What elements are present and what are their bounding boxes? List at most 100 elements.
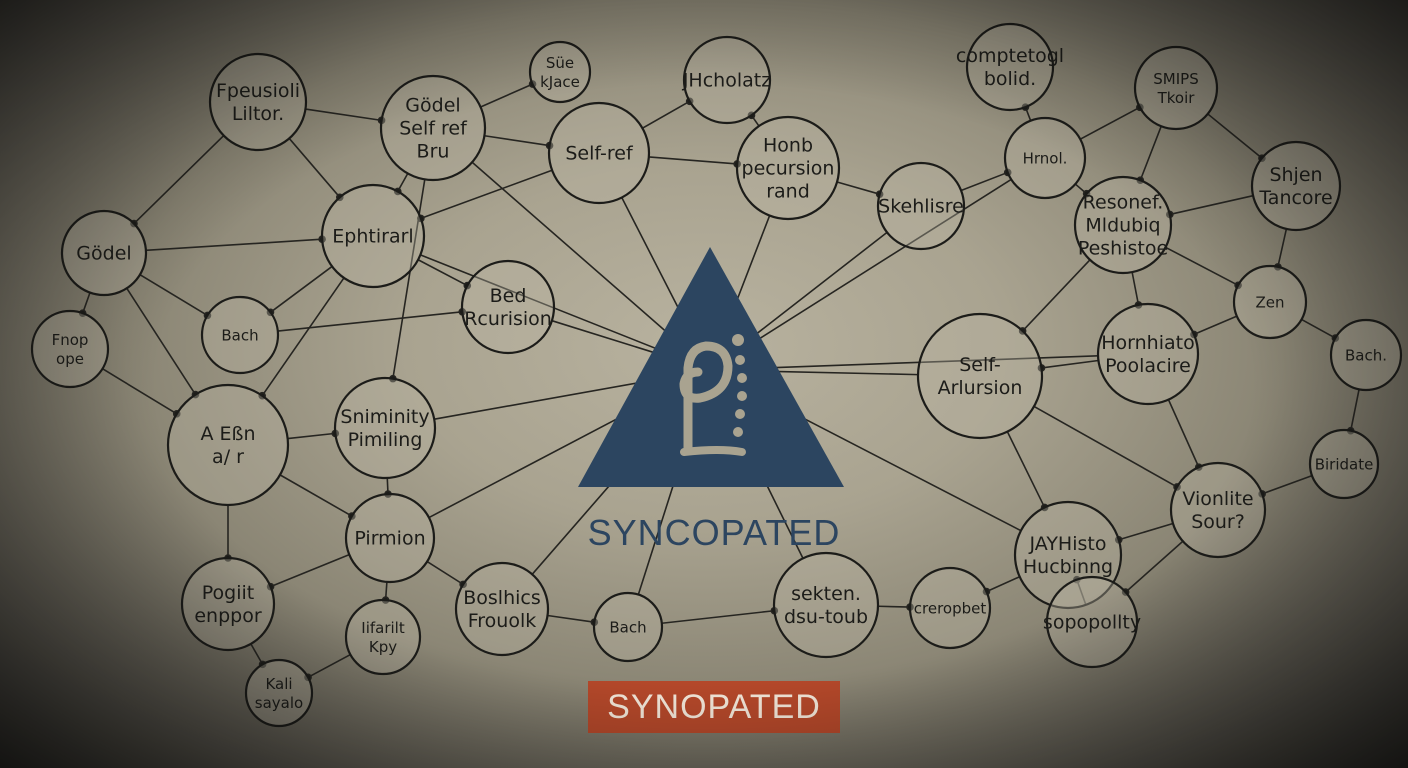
- edge-n26-n28: [270, 553, 350, 588]
- concept-node: Bach: [200, 295, 280, 375]
- node-label: comptetogl: [956, 45, 1064, 67]
- node-label: Skehlisre: [878, 196, 964, 218]
- brand-badge: SYNOPATED: [588, 681, 840, 733]
- node-label: Kali: [265, 675, 292, 693]
- edge-n16-n17: [277, 310, 463, 332]
- concept-node: JHcholatz: [682, 35, 771, 125]
- edge-n32-n33: [877, 605, 911, 608]
- concept-node: creropbet: [908, 566, 992, 650]
- node-label: sayalo: [255, 694, 303, 712]
- edge-n20-n25: [1167, 399, 1200, 468]
- edge-n1-n13: [288, 137, 341, 198]
- node-label: Tancore: [1258, 187, 1332, 209]
- node-label: Fnop: [52, 331, 89, 349]
- node-label: Gödel: [405, 95, 460, 117]
- concept-node: Bach: [592, 591, 664, 663]
- node-label: Iifarilt: [361, 619, 405, 637]
- edge-n18-n21: [1301, 318, 1336, 339]
- node-label: Self ref: [399, 118, 468, 140]
- edge-n18-n20: [1193, 315, 1238, 336]
- edge-n22-n23: [287, 432, 336, 440]
- edge-n6-n8: [836, 181, 880, 195]
- node-label: Self-: [959, 354, 1001, 376]
- node-label: Bed: [490, 285, 527, 307]
- node-label: Honb: [763, 135, 813, 157]
- node-label: Hrnol.: [1023, 149, 1068, 167]
- node-label: Kpy: [369, 638, 397, 656]
- node-label: Peshistoe: [1078, 238, 1168, 260]
- node-label: a/ r: [212, 446, 244, 468]
- node-label: creropbet: [914, 599, 987, 617]
- node-label: SMIPS: [1153, 70, 1198, 88]
- node-label: sekten.: [791, 583, 861, 605]
- node-label: Sour?: [1191, 511, 1245, 533]
- node-label: Hornhiato: [1101, 332, 1194, 354]
- edge-n29-n31: [547, 614, 595, 623]
- edge-n14-n20: [1131, 271, 1140, 306]
- edge-n31-n32: [661, 609, 775, 625]
- edge-n19-n27: [1006, 431, 1046, 508]
- node-label: Poolacire: [1105, 355, 1191, 377]
- edge-n25-n27: [1118, 522, 1174, 541]
- edge-n22-n26: [279, 474, 353, 517]
- node-label: Pimiling: [348, 429, 423, 451]
- edge-n20-n19: [1041, 359, 1099, 369]
- edge-n1-n3: [305, 108, 382, 122]
- node-label: Bach: [609, 618, 646, 636]
- edge-n13-n16: [270, 265, 333, 313]
- node-label: Hucbinng: [1023, 556, 1113, 578]
- node-label: Vionlite: [1182, 488, 1253, 510]
- node-label: Self-ref: [565, 143, 634, 165]
- node-label: Bru: [417, 141, 450, 163]
- node-label: JHcholatz: [682, 70, 771, 92]
- node-label: Pirmion: [354, 528, 425, 550]
- node-label: rand: [766, 181, 810, 203]
- node-label: Sniminity: [340, 406, 429, 428]
- node-label: pecursion: [742, 158, 835, 180]
- edge-n26-n29: [426, 560, 464, 586]
- edge-n1-n12: [133, 135, 225, 225]
- edge-n12-n16: [139, 274, 208, 317]
- node-label: sopopollty: [1043, 612, 1141, 634]
- concept-node: Ephtirarl: [320, 183, 426, 289]
- concept-node: sekten.dsu-toub: [772, 551, 880, 659]
- edge-n5-n6: [648, 156, 738, 165]
- edge-n14-n19: [1022, 259, 1091, 332]
- node-label: dsu-toub: [784, 606, 868, 628]
- concept-node: Zen: [1232, 264, 1308, 340]
- edge-n9-n10: [1079, 106, 1141, 140]
- edge-n8-n9: [960, 171, 1008, 192]
- concept-node: Hrnol.: [1003, 116, 1087, 200]
- node-label: Pogiit: [202, 582, 254, 604]
- node-label: Mldubiq: [1085, 215, 1160, 237]
- node-label: Ephtirarl: [332, 226, 413, 248]
- concept-node: Self-Arlursion: [916, 312, 1044, 440]
- node-label: Zen: [1255, 293, 1284, 311]
- edge-n12-n13: [145, 238, 323, 252]
- edge-n30-n35: [307, 653, 351, 679]
- node-label: Tkoir: [1157, 89, 1196, 107]
- concept-node: Self-ref: [547, 101, 651, 205]
- edge-n27-n33: [986, 575, 1020, 593]
- node-label: Bach: [221, 326, 258, 344]
- edge-n5-n4: [642, 100, 691, 129]
- edge-n10-n11: [1207, 113, 1263, 159]
- edge-n3-n2: [480, 83, 533, 108]
- edge-n10-n14: [1139, 125, 1162, 181]
- node-label: Liltor.: [232, 103, 284, 125]
- edge-n11-n18: [1277, 228, 1288, 268]
